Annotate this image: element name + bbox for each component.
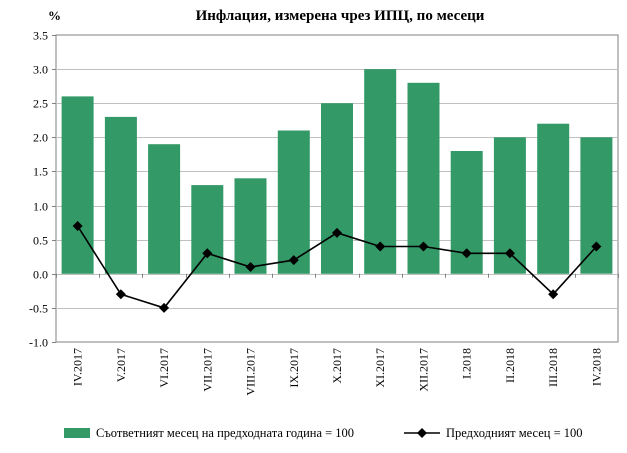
bar: [234, 178, 267, 274]
chart-title: Инфлация, измерена чрез ИПЦ, по месеци: [196, 8, 485, 24]
line-point: [461, 248, 472, 259]
x-tick-label: II.2018: [503, 348, 517, 383]
y-tick-label: 3.5: [33, 29, 48, 43]
y-unit-label: %: [48, 8, 61, 23]
x-tick-label: XI.2017: [373, 348, 387, 388]
bar: [537, 123, 570, 274]
bar: [61, 96, 94, 274]
legend-marker-diamond: [417, 428, 427, 438]
bar: [364, 69, 397, 274]
x-tick-label: I.2018: [460, 348, 474, 379]
x-tick-label: IV.2017: [71, 348, 85, 386]
legend-label-line: Предходният месец = 100: [446, 426, 583, 440]
x-tick-label: VI.2017: [157, 348, 171, 388]
x-tick-label: IV.2018: [589, 348, 603, 386]
line-point: [504, 248, 515, 259]
y-tick-label: 3.0: [33, 63, 48, 77]
line-point: [115, 289, 126, 300]
line-point: [548, 289, 559, 300]
y-tick-label: -0.5: [29, 302, 48, 316]
line-point: [288, 255, 299, 266]
legend: Съответният месец на предходната година …: [64, 426, 583, 440]
legend-label-bars: Съответният месец на предходната година …: [96, 426, 354, 440]
line-point: [332, 227, 342, 238]
y-tick-label: 1.0: [33, 200, 48, 214]
line-point: [375, 241, 386, 252]
line-point: [72, 221, 83, 232]
plot-area: -1.0 -0.5 0.0 0.5 1.0 1.5 2.0 2.5 3.0 3.5 IV.2017 V…: [29, 29, 619, 396]
y-tick-label: 0.5: [33, 234, 48, 248]
x-tick-label: V.2017: [114, 348, 128, 382]
line-point: [159, 302, 170, 313]
y-tick-label: 2.5: [33, 97, 48, 111]
x-tick-label: VIII.2017: [244, 348, 258, 396]
x-tick-label: XII.2017: [416, 348, 430, 392]
x-tick-label: III.2018: [546, 348, 560, 387]
line-point: [418, 241, 429, 252]
bar: [277, 130, 310, 274]
x-tick-label: IX.2017: [287, 348, 301, 388]
bar: [148, 144, 181, 274]
line-point: [202, 248, 213, 259]
y-tick-label: 1.5: [33, 165, 48, 179]
bar: [321, 103, 353, 274]
bar: [104, 116, 137, 274]
y-tick-label: 2.0: [33, 131, 48, 145]
line-point: [245, 261, 256, 272]
x-tick-label: VII.2017: [200, 348, 214, 392]
bar: [191, 185, 224, 274]
y-tick-label: 0.0: [33, 268, 48, 282]
line-point: [591, 241, 602, 252]
x-tick-label: X.2017: [330, 348, 344, 384]
y-tick-label: -1.0: [29, 336, 48, 350]
bar: [580, 137, 613, 274]
legend-swatch-bars: [64, 428, 90, 438]
